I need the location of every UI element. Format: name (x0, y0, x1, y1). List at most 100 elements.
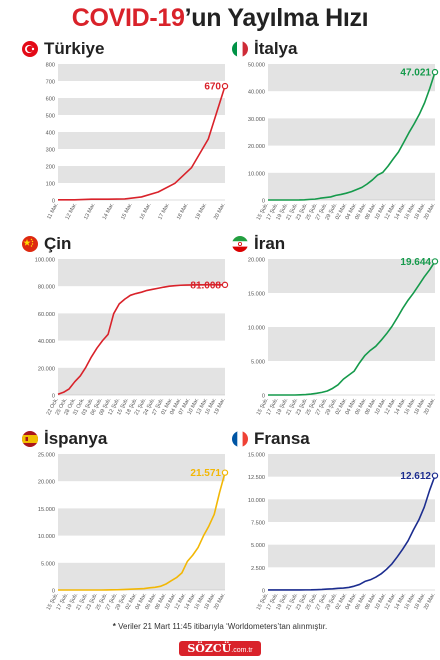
end-value-label: 12.612 (400, 471, 431, 482)
y-tick-label: 0 (262, 199, 265, 205)
page-title: COVID-19’un Yayılma Hızı (0, 4, 440, 33)
y-tick-label: 40.000 (248, 90, 265, 96)
footnote-text: Veriler 21 Mart 11:45 itibarıyla ‘Worldo… (118, 622, 328, 631)
y-tick-label: 20.000 (248, 258, 265, 264)
chart-header: İspanya (22, 428, 107, 450)
country-name: İspanya (44, 429, 108, 448)
title-highlight: COVID-19 (71, 4, 185, 32)
y-tick-label: 0 (262, 394, 265, 400)
y-tick-label: 25.000 (38, 453, 55, 459)
y-tick-label: 0 (52, 589, 55, 595)
x-tick-label: 18 Mar. (176, 202, 190, 221)
y-tick-label: 10.000 (248, 326, 265, 332)
iran-flag-icon (232, 236, 248, 252)
chart-header: Çin (22, 233, 71, 255)
y-tick-label: 40.000 (38, 339, 55, 345)
grid-band (58, 259, 225, 287)
turkey-flag-icon (22, 41, 38, 57)
end-point-marker (221, 281, 229, 289)
italy-flag-icon (232, 41, 248, 57)
grid-band (268, 259, 435, 293)
end-value-label: 81.008 (190, 280, 221, 291)
y-tick-label: 300 (46, 148, 55, 154)
grid-band (58, 454, 225, 482)
grid-band (268, 499, 435, 522)
end-value-label: 670 (204, 82, 221, 93)
series-line (58, 472, 226, 591)
chart-panel-iran: İran 0 5.000 10.000 15.000 20.000 15 Şub. 17 Ş… (232, 233, 440, 438)
grid-band (268, 454, 435, 477)
series-line (58, 85, 226, 201)
chart-header: Fransa (232, 428, 310, 450)
grid-band (58, 367, 225, 395)
footnote-star: * (112, 622, 116, 631)
y-tick-label: 0 (52, 394, 55, 400)
x-tick-label: 15 Mar. (120, 202, 134, 221)
chart-header: İran (232, 233, 285, 255)
country-name: İran (254, 234, 286, 253)
grid-band (268, 327, 435, 361)
line-chart-turkiye: 0 100 200 300 400 500 600 700 800 11 Mar. 12 Mar. 1… (46, 63, 229, 221)
x-tick-label: 20 Mar. (213, 202, 227, 221)
x-tick-label: 14 Mar. (102, 202, 116, 221)
chart-header: İtalya (232, 38, 297, 60)
grid-band (58, 132, 225, 149)
brand-name: SÖZCÜ (187, 641, 232, 655)
y-tick-label: 2.500 (251, 566, 265, 572)
end-point-marker (431, 68, 439, 76)
brand-domain: .com.tr (231, 646, 253, 654)
y-tick-label: 500 (46, 114, 55, 120)
y-tick-label: 20.000 (38, 366, 55, 372)
y-tick-label: 10.000 (248, 171, 265, 177)
grid-band (58, 64, 225, 81)
grid-band (58, 313, 225, 341)
y-tick-label: 200 (46, 165, 55, 171)
y-tick-label: 5.000 (251, 360, 265, 366)
series-line (268, 260, 436, 396)
title-rest: ’un Yayılma Hızı (184, 4, 369, 32)
y-tick-label: 12.500 (248, 475, 265, 481)
china-flag-icon (22, 236, 38, 252)
y-tick-label: 20.000 (248, 144, 265, 150)
y-tick-label: 800 (46, 63, 55, 69)
grid-band (58, 98, 225, 115)
y-tick-label: 100.000 (35, 258, 55, 264)
grid-band (58, 508, 225, 536)
x-tick-label: 16 Mar. (139, 202, 153, 221)
country-name: Çin (44, 234, 72, 253)
y-tick-label: 0 (52, 199, 55, 205)
y-tick-label: 700 (46, 80, 55, 86)
x-tick-label: 13 Mar. (83, 202, 97, 221)
end-point-marker (221, 469, 229, 476)
chart-panel-cin: Çin 0 20.000 40.000 60.000 80.000 100.000 22 O… (22, 233, 232, 438)
x-tick-label: 19 Mar. (194, 202, 208, 221)
y-tick-label: 5.000 (41, 561, 55, 567)
end-value-label: 47.021 (400, 68, 431, 79)
chart-panel-fransa: Fransa 0 2.500 5.000 7.500 10.000 12.500 15.00… (232, 428, 440, 633)
y-tick-label: 400 (46, 131, 55, 137)
grid-band (268, 118, 435, 146)
spain-flag-icon (22, 431, 38, 447)
end-value-label: 21.571 (190, 468, 221, 479)
y-tick-label: 20.000 (38, 480, 55, 486)
y-tick-label: 15.000 (248, 453, 265, 459)
y-tick-label: 600 (46, 97, 55, 103)
y-tick-label: 80.000 (38, 285, 55, 291)
x-tick-label: 12 Mar. (65, 202, 79, 221)
y-tick-label: 30.000 (248, 117, 265, 123)
chart-panel-turkiye: Türkiye 0 100 200 300 400 500 600 700 800 11 Mar.… (22, 38, 232, 243)
chart-panel-italya: İtalya 0 10.000 20.000 30.000 40.000 50.000 15… (232, 38, 440, 243)
chart-panel-ispanya: İspanya 0 5.000 10.000 15.000 20.000 25.000 15… (22, 428, 232, 633)
chart-header: Türkiye (22, 38, 104, 60)
y-tick-label: 10.000 (38, 534, 55, 540)
y-tick-label: 15.000 (248, 292, 265, 298)
end-value-label: 19.644 (400, 257, 431, 268)
x-tick-label: 11 Mar. (46, 202, 60, 220)
series-line (268, 71, 436, 201)
country-name: Türkiye (44, 39, 105, 58)
grid-band (58, 562, 225, 590)
